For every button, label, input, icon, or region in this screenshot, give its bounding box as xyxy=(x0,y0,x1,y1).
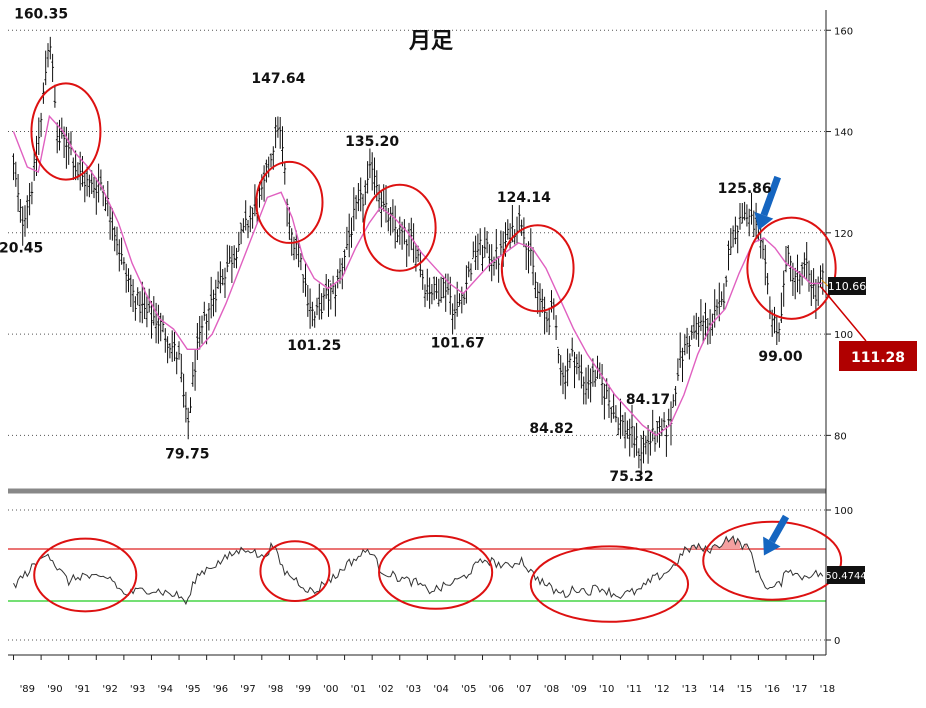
price-annotation: 124.14 xyxy=(497,190,551,206)
highlight-circle-price xyxy=(500,224,575,313)
year-label: '04 xyxy=(433,684,448,695)
year-label: '06 xyxy=(489,684,504,695)
price-annotations: 160.35 120.45 79.75 147.64 101.25 135.20 101.6… xyxy=(0,6,803,485)
last-price-label: 110.66 xyxy=(828,280,867,293)
moving-average-line xyxy=(12,114,822,437)
year-label: '12 xyxy=(654,684,669,695)
price-annotation: 135.20 xyxy=(345,134,399,150)
price-axis-tick-label: 160 xyxy=(834,26,853,37)
year-label: '97 xyxy=(240,684,255,695)
year-label: '14 xyxy=(709,684,724,695)
year-label: '94 xyxy=(158,684,173,695)
arrow-shaft xyxy=(768,514,790,544)
price-axis-tick-label: 140 xyxy=(834,128,853,139)
year-label: '90 xyxy=(47,684,62,695)
year-label: '13 xyxy=(682,684,697,695)
arrow-head xyxy=(763,536,781,556)
highlight-circles xyxy=(30,82,843,623)
last-price-tag-bg xyxy=(828,277,866,295)
price-annotation: 125.86 xyxy=(718,181,772,197)
price-annotation: 160.35 xyxy=(14,6,68,22)
arrows xyxy=(754,175,790,556)
year-label: '17 xyxy=(792,684,807,695)
axis-labels: 80 100 120 140 160 0 100 xyxy=(834,26,853,647)
year-label: '09 xyxy=(571,684,586,695)
price-axis-tick-label: 120 xyxy=(834,229,853,240)
price-annotation: 79.75 xyxy=(165,447,209,463)
rsi-axis-tick-label: 0 xyxy=(834,636,840,647)
current-price-label: 111.28 xyxy=(851,350,905,366)
year-label: '10 xyxy=(599,684,614,695)
year-label: '98 xyxy=(268,684,283,695)
year-label: '18 xyxy=(820,684,835,695)
year-label: '16 xyxy=(764,684,779,695)
arrow-shaft xyxy=(760,175,782,217)
highlight-circle-rsi xyxy=(378,535,494,610)
rsi-overbought-fill xyxy=(712,536,740,549)
year-label: '11 xyxy=(627,684,642,695)
year-label: '89 xyxy=(20,684,35,695)
highlight-circle-rsi xyxy=(33,537,138,613)
price-annotation: 120.45 xyxy=(0,241,43,257)
price-annotation: 147.64 xyxy=(251,71,305,87)
year-label: '08 xyxy=(544,684,559,695)
highlight-circle-rsi xyxy=(259,540,331,602)
highlight-circle-price xyxy=(362,183,437,272)
price-annotation: 101.25 xyxy=(287,338,341,354)
current-price-callout: 111.28 xyxy=(820,286,917,371)
year-label: '01 xyxy=(351,684,366,695)
year-label: '05 xyxy=(461,684,476,695)
year-label: '00 xyxy=(323,684,338,695)
year-label: '99 xyxy=(295,684,310,695)
price-annotation: 99.00 xyxy=(758,349,803,365)
year-label: '07 xyxy=(516,684,531,695)
rsi-grid xyxy=(8,509,831,641)
highlight-circle-rsi xyxy=(702,520,843,601)
highlight-circle-price xyxy=(255,160,324,244)
rsi-overbought-fill xyxy=(744,544,747,549)
year-label: '15 xyxy=(737,684,752,695)
year-labels: '89 '90 '91 '92 '93 '94 '95 '96 '97 '98 '99 '00 '01 '… xyxy=(13,655,835,695)
last-rsi-tag-bg xyxy=(827,566,865,584)
year-label: '02 xyxy=(378,684,393,695)
last-rsi-tag: 50.4744 xyxy=(825,566,867,584)
year-label: '91 xyxy=(75,684,90,695)
price-panel xyxy=(12,36,829,474)
highlight-circle-rsi xyxy=(529,545,690,623)
price-bars xyxy=(12,36,825,474)
rsi-panel xyxy=(13,535,824,606)
year-label: '93 xyxy=(130,684,145,695)
year-label: '03 xyxy=(406,684,421,695)
last-rsi-label: 50.4744 xyxy=(825,571,866,582)
price-annotation: 101.67 xyxy=(431,336,485,352)
chart-title: 月足 xyxy=(408,29,453,54)
highlight-circle-price xyxy=(746,216,837,320)
last-price-marker xyxy=(821,279,829,287)
price-axis-tick-label: 80 xyxy=(834,431,847,442)
rsi-axis-tick-label: 100 xyxy=(834,506,853,517)
last-price-tag: 110.66 xyxy=(828,277,867,295)
price-annotation: 75.32 xyxy=(609,469,653,485)
price-annotation: 84.17 xyxy=(626,392,670,408)
price-axis-tick-label: 100 xyxy=(834,330,853,341)
current-price-tag-bg xyxy=(839,341,917,371)
highlight-circle-price xyxy=(30,82,102,181)
price-annotation: 84.82 xyxy=(529,421,573,437)
rsi-line xyxy=(13,535,824,606)
year-label: '96 xyxy=(213,684,228,695)
current-price-pointer xyxy=(820,286,867,342)
arrow-head xyxy=(754,211,774,231)
price-grid xyxy=(8,29,831,436)
year-label: '92 xyxy=(102,684,117,695)
year-label: '95 xyxy=(185,684,200,695)
